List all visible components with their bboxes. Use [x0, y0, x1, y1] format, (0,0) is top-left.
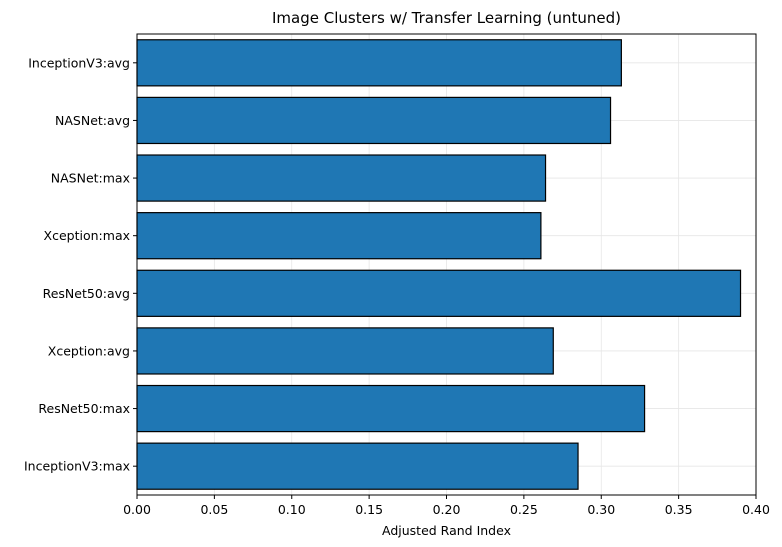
- bar: [136, 327, 554, 375]
- x-tick-label: 0.25: [510, 502, 538, 517]
- x-tick-label: 0.05: [200, 502, 228, 517]
- bar: [136, 96, 612, 145]
- x-tick-label: 0.10: [278, 502, 306, 517]
- bar: [136, 212, 542, 260]
- y-tick-label: Xception:max: [44, 228, 130, 243]
- y-tick-label: InceptionV3:max: [24, 459, 130, 474]
- y-tick-label: Xception:avg: [48, 343, 130, 358]
- x-tick-label: 0.20: [433, 502, 461, 517]
- bar: [136, 154, 547, 202]
- x-axis-ticks: 0.00 0.05 0.10 0.15 0.20 0.25 0.30 0.35 0.40: [123, 495, 770, 517]
- x-tick-label: 0.40: [742, 502, 770, 517]
- bar: [136, 269, 742, 317]
- y-tick-label: NASNet:avg: [55, 113, 130, 128]
- bar: [136, 442, 579, 490]
- chart-title: Image Clusters w/ Transfer Learning (unt…: [272, 9, 621, 27]
- bar: [136, 384, 646, 433]
- x-tick-label: 0.30: [587, 502, 615, 517]
- y-tick-label: ResNet50:avg: [43, 286, 130, 301]
- bar: [136, 39, 622, 87]
- x-tick-label: 0.00: [123, 502, 151, 517]
- x-tick-label: 0.15: [355, 502, 383, 517]
- y-tick-label: InceptionV3:avg: [28, 55, 130, 70]
- bars: [136, 39, 742, 490]
- x-tick-label: 0.35: [665, 502, 693, 517]
- y-axis-ticks: InceptionV3:avg NASNet:avg NASNet:max Xcept…: [24, 55, 137, 474]
- y-tick-label: NASNet:max: [51, 171, 130, 186]
- x-axis-label: Adjusted Rand Index: [382, 523, 511, 538]
- y-tick-label: ResNet50:max: [38, 401, 130, 416]
